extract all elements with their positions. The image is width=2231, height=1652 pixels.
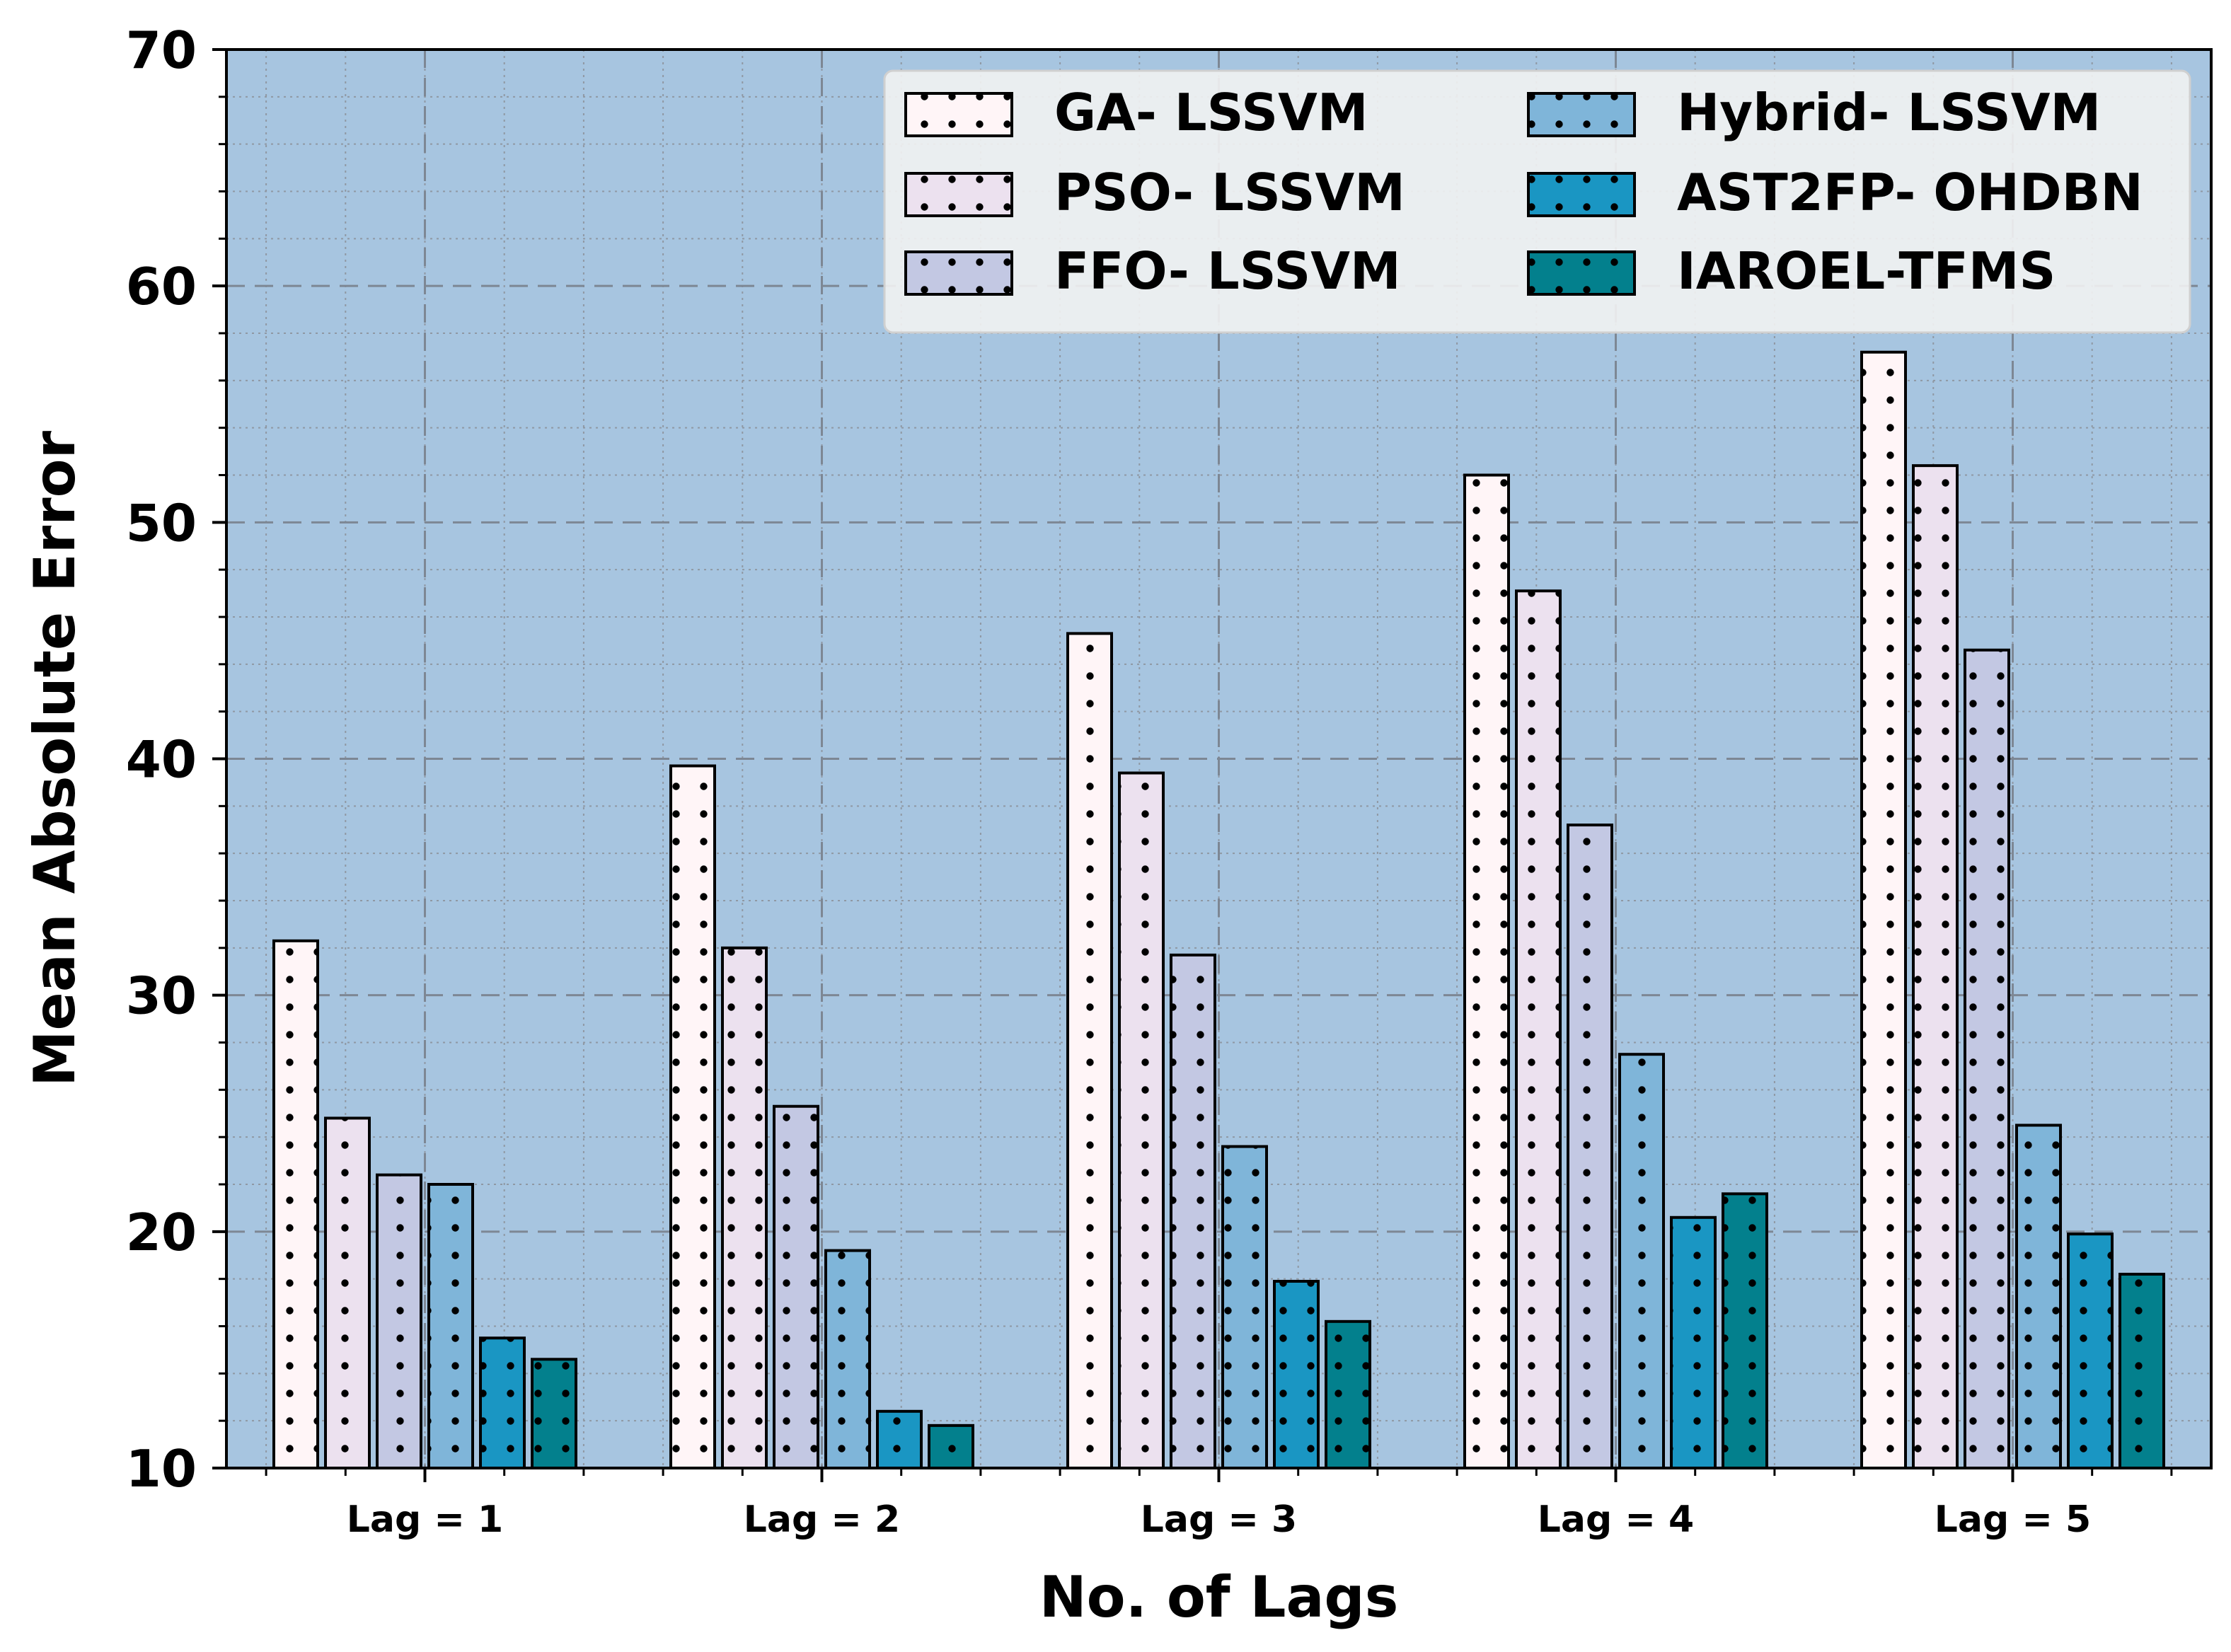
legend-swatch-hatch	[1527, 250, 1636, 296]
bar-hatch	[824, 1249, 871, 1469]
legend-label: FFO- LSSVM	[1054, 241, 1401, 301]
bar-hatch	[928, 1423, 974, 1469]
x-tick-label: Lag = 2	[744, 1498, 900, 1541]
legend-swatch-hatch	[904, 172, 1013, 217]
y-tick-label: 40	[126, 730, 197, 790]
bar-hatch	[427, 1183, 474, 1469]
bar-hatch	[1860, 350, 1907, 1470]
bar-hatch	[1722, 1192, 1768, 1470]
bar-hatch	[721, 946, 768, 1470]
y-tick-label: 30	[126, 966, 197, 1026]
bar-hatch	[2067, 1232, 2114, 1470]
bar-hatch	[1912, 464, 1959, 1470]
legend-label: Hybrid- LSSVM	[1677, 83, 2101, 142]
x-axis-title: No. of Lags	[1039, 1564, 1399, 1630]
bar-hatch	[1221, 1145, 1268, 1469]
bar-hatch	[1325, 1319, 1371, 1469]
bar-hatch	[2015, 1124, 2062, 1470]
x-axis: Lag = 1 Lag = 2 Lag = 3 Lag = 4 Lag = 5	[265, 1468, 2173, 1541]
bar-hatch	[1567, 824, 1613, 1469]
legend-label: AST2FP- OHDBN	[1677, 163, 2143, 222]
x-tick-label: Lag = 4	[1538, 1498, 1694, 1541]
legend-swatch-hatch	[1527, 172, 1636, 217]
bar-hatch	[1670, 1215, 1717, 1469]
legend-swatch-hatch	[1527, 92, 1636, 137]
bar-hatch	[1463, 473, 1510, 1469]
bar-hatch	[773, 1104, 819, 1469]
legend: GA- LSSVM PSO- LSSVM FFO- LSSVM Hybrid- LSS…	[883, 69, 2191, 334]
y-tick-label: 10	[126, 1439, 197, 1498]
bar-hatch	[1618, 1053, 1665, 1470]
y-axis: 10 20 30 40 50 60 70	[126, 21, 228, 1498]
y-tick-label: 50	[126, 493, 197, 553]
bar-hatch	[376, 1173, 422, 1469]
y-axis-title: Mean Absolute Error	[22, 430, 88, 1087]
bar-hatch	[479, 1336, 526, 1470]
legend-swatch-hatch	[904, 92, 1013, 137]
bar-hatch	[1118, 771, 1165, 1470]
y-tick-label: 70	[126, 21, 197, 80]
bar-hatch	[272, 939, 319, 1469]
bar-hatch	[531, 1358, 577, 1469]
legend-label: PSO- LSSVM	[1054, 163, 1405, 222]
bar-hatch	[1273, 1280, 1320, 1469]
bar-hatch	[1964, 648, 2010, 1469]
y-tick-label: 20	[126, 1203, 197, 1262]
legend-label: GA- LSSVM	[1054, 83, 1368, 142]
x-tick-label: Lag = 1	[347, 1498, 503, 1541]
y-tick-label: 60	[126, 257, 197, 316]
bar-hatch	[324, 1116, 371, 1470]
bar-hatch	[1066, 632, 1113, 1469]
bars	[272, 350, 2165, 1470]
legend-label: IAROEL-TFMS	[1677, 241, 2056, 301]
bar-hatch	[1515, 589, 1562, 1469]
bar-hatch	[669, 764, 716, 1469]
bar-hatch	[876, 1409, 923, 1470]
bar-hatch	[1170, 953, 1216, 1469]
x-tick-label: Lag = 3	[1141, 1498, 1297, 1541]
x-tick-label: Lag = 5	[1935, 1498, 2091, 1541]
legend-swatch-hatch	[904, 250, 1013, 296]
bar-hatch	[2118, 1272, 2165, 1469]
